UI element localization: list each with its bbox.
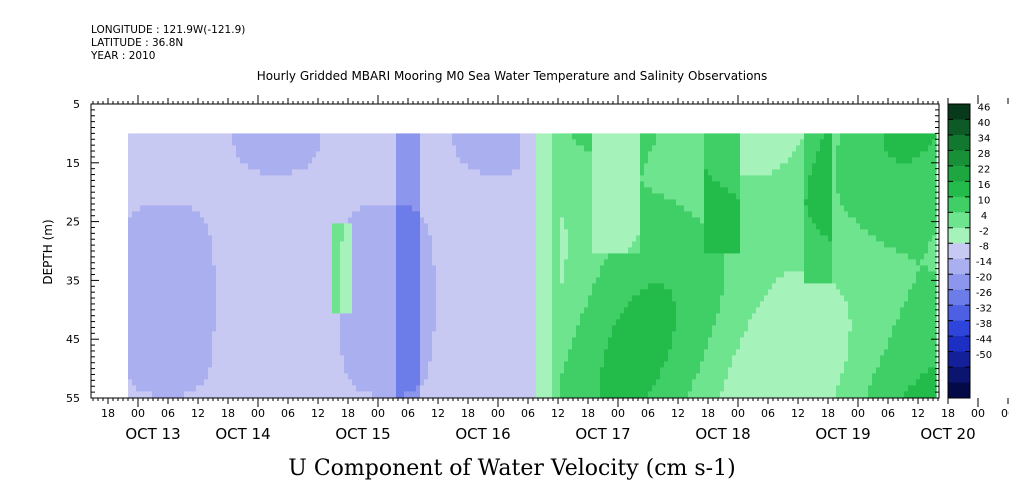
colorbar-swatch [948, 305, 970, 322]
y-tick-label: 15 [66, 157, 80, 170]
colorbar-label: 40 [978, 118, 991, 129]
x-hour-tick-label: 00 [971, 407, 985, 420]
colorbar-swatch [948, 336, 970, 353]
colorbar-label: -2 [979, 226, 989, 237]
colorbar-swatch [948, 227, 970, 244]
colorbar-label: -14 [976, 257, 992, 268]
x-hour-tick-label: 12 [431, 407, 445, 420]
x-date-label: OCT 15 [335, 425, 390, 443]
colorbar-swatch [948, 196, 970, 213]
x-hour-tick-label: 18 [221, 407, 235, 420]
colorbar-swatch [948, 134, 970, 151]
colorbar-swatch [948, 382, 970, 399]
x-hour-tick-label: 18 [941, 407, 955, 420]
x-date-label: OCT 16 [455, 425, 510, 443]
x-hour-tick-label: 06 [281, 407, 295, 420]
x-hour-tick-label: 12 [911, 407, 925, 420]
colorbar-swatch [948, 104, 970, 120]
colorbar-swatch [948, 258, 970, 275]
colorbar-label: -50 [976, 350, 992, 361]
x-hour-tick-label: 18 [461, 407, 475, 420]
x-hour-tick-label: 06 [161, 407, 175, 420]
colorbar-label: 46 [978, 102, 991, 113]
x-hour-tick-label: 00 [491, 407, 505, 420]
colorbar-label: 16 [978, 180, 991, 191]
x-date-label: OCT 19 [815, 425, 870, 443]
colorbar-swatch [948, 289, 970, 306]
colorbar-label: 10 [978, 195, 991, 206]
colorbar: 46 40 34 28 22 16 10 4 -2 -8 -14 -20 -26 -32 -38 -44 -50 [947, 102, 992, 399]
colorbar-label: 4 [981, 211, 987, 222]
y-axis: 5 15 25 35 45 55 [66, 98, 939, 405]
x-hour-tick-label: 18 [341, 407, 355, 420]
colorbar-swatch [948, 119, 970, 136]
x-date-label: OCT 17 [575, 425, 630, 443]
x-hour-tick-label: 00 [131, 407, 145, 420]
x-hour-tick-label: 00 [371, 407, 385, 420]
colorbar-swatch [948, 212, 970, 229]
y-tick-label: 25 [66, 216, 80, 229]
x-hour-tick-label: 18 [821, 407, 835, 420]
x-axis-label: U Component of Water Velocity (cm s-1) [288, 456, 735, 481]
y-axis-label: DEPTH (m) [41, 219, 55, 284]
colorbar-swatch [948, 150, 970, 167]
colorbar-swatch [948, 181, 970, 198]
y-tick-label: 55 [66, 392, 80, 405]
colorbar-label: -32 [976, 304, 992, 315]
colorbar-label: 28 [978, 149, 991, 160]
x-hour-tick-label: 18 [581, 407, 595, 420]
colorbar-swatch [948, 243, 970, 260]
x-hour-tick-label: 06 [521, 407, 535, 420]
colorbar-swatch [948, 320, 970, 337]
colorbar-label: -8 [979, 242, 989, 253]
y-tick-label: 5 [73, 98, 80, 111]
colorbar-label: 22 [978, 164, 991, 175]
y-tick-label: 45 [66, 333, 80, 346]
x-axis: 18 00 06 12 18 00 06 12 18 00 06 12 18 00 06 12 18 00 06 12… [92, 95, 1009, 443]
colorbar-swatch [948, 351, 970, 368]
heatmap-field [128, 133, 937, 398]
longitude-label: LONGITUDE : 121.9W(-121.9) [91, 24, 246, 36]
x-hour-tick-label: 00 [851, 407, 865, 420]
x-hour-tick-label: 12 [791, 407, 805, 420]
colorbar-swatch [948, 274, 970, 291]
colorbar-label: -44 [976, 335, 992, 346]
x-hour-tick-label: 06 [881, 407, 895, 420]
x-date-label: OCT 18 [695, 425, 750, 443]
x-hour-tick-label: 06 [641, 407, 655, 420]
x-hour-tick-label: 06 [761, 407, 775, 420]
colorbar-label: -38 [976, 319, 992, 330]
x-hour-tick-label: 12 [551, 407, 565, 420]
year-label: YEAR : 2010 [91, 50, 156, 62]
x-hour-tick-label: 00 [611, 407, 625, 420]
x-hour-tick-label: 00 [251, 407, 265, 420]
x-hour-tick-label: 00 [731, 407, 745, 420]
x-hour-tick-label: 18 [101, 407, 115, 420]
colorbar-swatch [948, 367, 970, 384]
colorbar-label: 34 [978, 133, 991, 144]
x-hour-tick-label: 06 [1001, 407, 1009, 420]
chart-title: Hourly Gridded MBARI Mooring M0 Sea Wate… [257, 69, 768, 83]
x-hour-tick-label: 06 [401, 407, 415, 420]
x-date-label: OCT 14 [215, 425, 270, 443]
y-tick-label: 35 [66, 274, 80, 287]
colorbar-label: -26 [976, 288, 992, 299]
colorbar-swatch [948, 165, 970, 182]
x-hour-tick-label: 12 [671, 407, 685, 420]
x-hour-tick-label: 12 [191, 407, 205, 420]
x-date-label: OCT 13 [125, 425, 180, 443]
colorbar-label: -20 [976, 273, 992, 284]
latitude-label: LATITUDE : 36.8N [91, 37, 184, 49]
x-hour-tick-label: 18 [701, 407, 715, 420]
x-date-label: OCT 20 [920, 425, 975, 443]
x-hour-tick-label: 12 [311, 407, 325, 420]
